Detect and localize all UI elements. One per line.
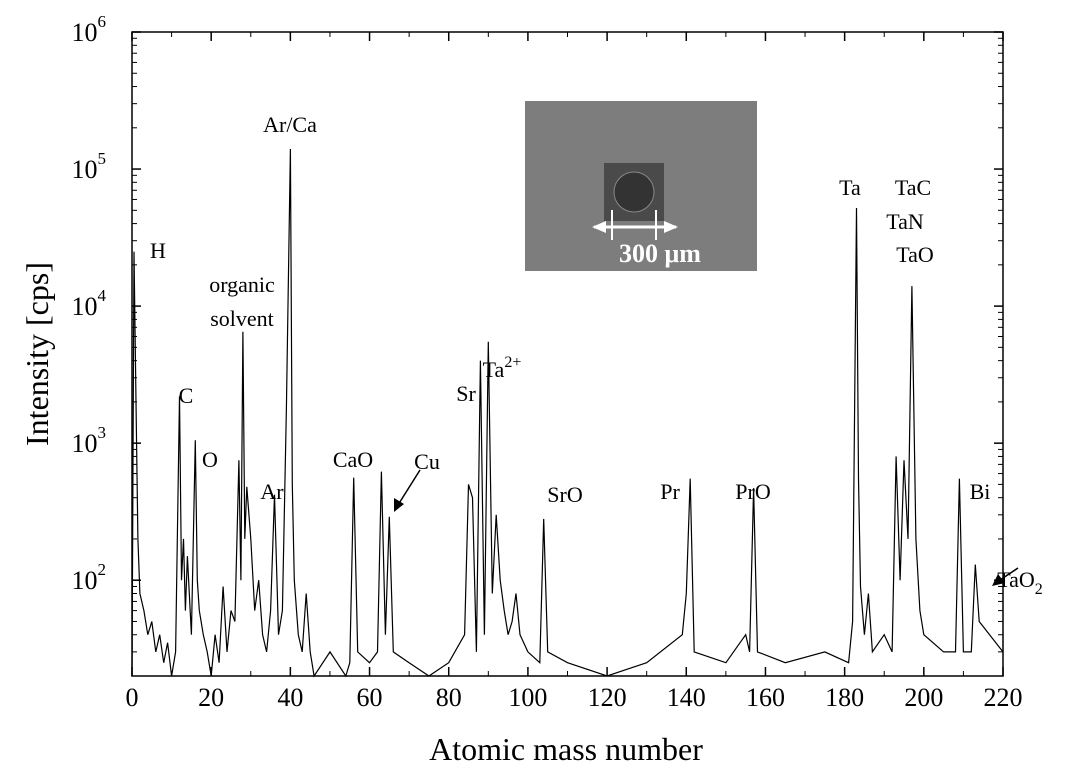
x-tick-label: 40 <box>277 683 303 712</box>
peak-label-sub: 2 <box>1035 581 1043 598</box>
y-tick-exponent: 5 <box>98 149 107 168</box>
y-tick-base: 10 <box>72 18 98 47</box>
y-tick-base: 10 <box>72 155 98 184</box>
peak-label: CaO <box>333 447 373 472</box>
peak-label-text: SrO <box>547 482 582 507</box>
peak-label: TaN <box>886 209 924 234</box>
peak-label-text: TaC <box>895 175 931 200</box>
peak-label: Cu <box>414 449 440 474</box>
peak-label: Ar/Ca <box>263 112 317 137</box>
peak-label-text: Cu <box>414 449 440 474</box>
peak-label-text: TaO <box>997 567 1035 592</box>
arrowhead <box>394 498 404 512</box>
peak-label-text: Ta <box>839 175 861 200</box>
peak-label: Bi <box>970 479 991 504</box>
x-tick-label: 200 <box>904 683 943 712</box>
peak-label-text: Bi <box>970 479 991 504</box>
x-tick-label: 0 <box>126 683 139 712</box>
inset-arrow <box>664 221 678 233</box>
inset-arrow <box>592 221 606 233</box>
peak-label: solvent <box>210 306 274 331</box>
peak-label-text: TaO <box>896 242 934 267</box>
y-tick-exponent: 6 <box>98 12 107 31</box>
peak-label: PrO <box>735 479 770 504</box>
x-tick-label: 80 <box>436 683 462 712</box>
y-tick-exponent: 2 <box>98 560 107 579</box>
peak-label-text: Ar/Ca <box>263 112 317 137</box>
inset-spot <box>613 171 655 213</box>
y-axis-title: Intensity [cps] <box>19 262 55 446</box>
peak-label-text: TaN <box>886 209 924 234</box>
peak-label: C <box>179 383 194 408</box>
peak-label-text: Ar <box>260 479 284 504</box>
x-tick-label: 220 <box>984 683 1023 712</box>
x-tick-label: 140 <box>667 683 706 712</box>
peak-label: Sr <box>456 381 476 406</box>
y-tick-label: 102 <box>72 560 107 595</box>
peak-label-text: C <box>179 383 194 408</box>
peak-label: Pr <box>660 479 680 504</box>
peak-label: Ar <box>260 479 284 504</box>
peak-label: TaO2 <box>997 567 1043 598</box>
inset: 300 μm <box>525 101 757 271</box>
peak-label: Ta <box>839 175 861 200</box>
x-tick-label: 180 <box>825 683 864 712</box>
x-axis-title: Atomic mass number <box>429 731 703 767</box>
peak-label-text: H <box>150 238 166 263</box>
peak-label: SrO <box>547 482 582 507</box>
peak-label-text: organic <box>209 272 275 297</box>
y-tick-exponent: 4 <box>98 286 107 305</box>
y-tick-base: 10 <box>72 292 98 321</box>
peak-label: Ta2+ <box>483 354 522 382</box>
x-tick-label: 20 <box>198 683 224 712</box>
peak-label: organic <box>209 272 275 297</box>
x-tick-label: 60 <box>357 683 383 712</box>
peak-label: TaC <box>895 175 931 200</box>
peak-label-text: O <box>202 447 218 472</box>
peak-label: TaO <box>896 242 934 267</box>
y-tick-base: 10 <box>72 566 98 595</box>
peak-label-text: Pr <box>660 479 680 504</box>
x-tick-label: 120 <box>588 683 627 712</box>
spectrum-line <box>131 148 1004 678</box>
peak-label-text: Ta <box>483 357 505 382</box>
x-tick-label: 160 <box>746 683 785 712</box>
peak-label: O <box>202 447 218 472</box>
inset-label: 300 μm <box>619 239 701 268</box>
y-tick-label: 104 <box>72 286 107 321</box>
y-tick-label: 106 <box>72 12 107 47</box>
peak-label: H <box>150 238 166 263</box>
peak-label-text: solvent <box>210 306 274 331</box>
x-tick-label: 100 <box>508 683 547 712</box>
peak-label-sup: 2+ <box>504 354 521 371</box>
peak-label-text: CaO <box>333 447 373 472</box>
arrow <box>397 469 421 506</box>
peak-label-text: PrO <box>735 479 770 504</box>
y-tick-label: 103 <box>72 423 107 458</box>
y-tick-base: 10 <box>72 429 98 458</box>
y-tick-label: 105 <box>72 149 107 184</box>
peak-label-text: Sr <box>456 381 476 406</box>
y-tick-exponent: 3 <box>98 423 107 442</box>
